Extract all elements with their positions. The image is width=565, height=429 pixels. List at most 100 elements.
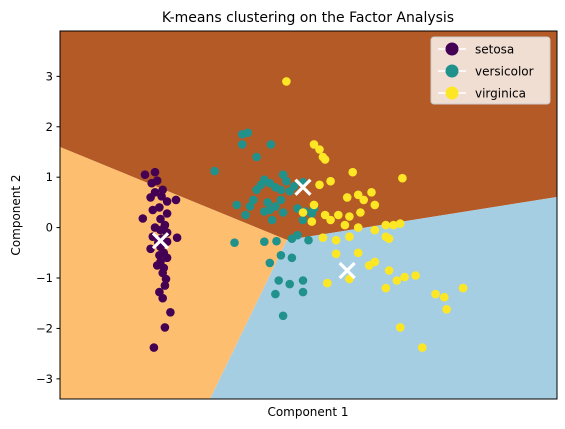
point-virginica — [370, 225, 380, 235]
point-setosa — [138, 214, 148, 223]
point-virginica — [392, 276, 402, 285]
y-tick-label: −3 — [36, 372, 53, 386]
point-virginica — [442, 305, 451, 314]
point-virginica — [309, 200, 319, 210]
point-setosa — [171, 195, 181, 205]
point-virginica — [356, 208, 365, 217]
point-versicolor — [260, 237, 269, 246]
point-setosa — [156, 214, 165, 224]
point-versicolor — [278, 311, 288, 321]
point-setosa — [162, 197, 172, 206]
point-setosa — [155, 251, 164, 260]
point-versicolor — [272, 236, 281, 246]
point-setosa — [150, 167, 160, 177]
point-virginica — [381, 220, 391, 230]
point-versicolor — [298, 276, 308, 285]
point-virginica — [331, 249, 341, 259]
point-virginica — [370, 200, 380, 210]
point-versicolor — [307, 209, 317, 218]
point-versicolor — [265, 258, 275, 268]
point-versicolor — [287, 253, 297, 263]
point-setosa — [166, 308, 175, 317]
point-versicolor — [252, 152, 261, 162]
point-versicolor — [276, 195, 286, 205]
region-lower-right — [210, 197, 557, 399]
point-versicolor — [274, 276, 284, 285]
point-virginica — [411, 271, 420, 280]
point-versicolor — [304, 235, 313, 245]
point-versicolor — [260, 207, 269, 216]
point-virginica — [315, 180, 324, 190]
point-virginica — [389, 220, 398, 230]
point-versicolor — [263, 198, 272, 207]
point-versicolor — [293, 230, 302, 240]
point-virginica — [345, 212, 354, 221]
point-versicolor — [278, 208, 288, 217]
centroid-marker — [151, 232, 170, 250]
point-virginica — [315, 145, 324, 154]
point-versicolor — [267, 215, 277, 225]
y-tick-label: 2 — [46, 120, 53, 134]
y-tick-label: −1 — [36, 271, 53, 285]
point-versicolor — [245, 202, 255, 211]
point-virginica — [384, 266, 394, 275]
centroid-marker — [294, 178, 312, 196]
point-setosa — [146, 193, 155, 202]
point-setosa — [162, 253, 172, 263]
point-versicolor — [249, 195, 258, 205]
point-setosa — [161, 274, 171, 284]
point-versicolor — [237, 140, 247, 149]
point-setosa — [152, 261, 162, 270]
point-virginica — [323, 278, 332, 288]
point-virginica — [331, 235, 341, 245]
point-virginica — [326, 176, 335, 186]
point-versicolor — [282, 176, 291, 186]
point-virginica — [348, 167, 358, 177]
point-virginica — [320, 155, 330, 164]
point-virginica — [334, 210, 343, 220]
point-virginica — [395, 323, 405, 332]
point-virginica — [364, 261, 374, 270]
chart-title: K-means clustering on the Factor Analysi… — [162, 10, 454, 26]
point-versicolor — [252, 185, 261, 195]
legend-item-versicolor: versicolor — [438, 64, 534, 79]
point-virginica — [326, 215, 335, 225]
point-versicolor — [298, 287, 308, 297]
legend-item-setosa: setosa — [438, 42, 514, 57]
point-virginica — [431, 289, 440, 299]
point-versicolor — [210, 166, 219, 176]
point-virginica — [381, 283, 391, 293]
point-setosa — [148, 205, 158, 215]
point-setosa — [152, 176, 162, 185]
point-virginica — [353, 190, 363, 200]
data-points — [138, 77, 468, 352]
point-virginica — [359, 195, 369, 205]
point-setosa — [140, 170, 150, 179]
point-versicolor — [276, 251, 286, 260]
y-axis-ticks: −3 −2 −1 0 1 2 3 — [36, 69, 60, 386]
legend-item-virginica: virginica — [438, 86, 526, 101]
point-setosa — [160, 323, 170, 332]
point-versicolor — [243, 128, 253, 138]
point-versicolor — [230, 238, 239, 247]
point-virginica — [353, 223, 363, 232]
point-virginica — [340, 220, 350, 230]
point-versicolor — [298, 215, 308, 225]
point-virginica — [309, 140, 319, 149]
point-versicolor — [289, 182, 299, 191]
point-versicolor — [271, 289, 280, 299]
y-axis-label: Component 2 — [9, 174, 23, 255]
point-versicolor — [285, 279, 295, 289]
point-versicolor — [241, 210, 250, 220]
centroid-marker — [338, 261, 356, 280]
plot-frame — [59, 30, 558, 400]
point-virginica — [458, 283, 468, 293]
y-tick-label: 1 — [46, 170, 53, 184]
legend-label: setosa — [475, 43, 514, 57]
point-virginica — [298, 208, 308, 217]
centroid-markers — [151, 178, 356, 280]
point-virginica — [307, 217, 317, 226]
y-tick-label: 3 — [46, 69, 53, 83]
point-virginica — [395, 219, 405, 228]
